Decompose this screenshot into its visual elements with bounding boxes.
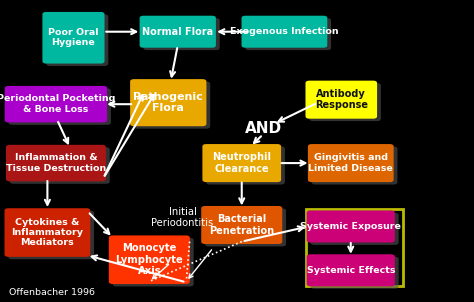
Text: Bacterial
Penetration: Bacterial Penetration: [209, 214, 274, 236]
FancyBboxPatch shape: [6, 145, 106, 181]
FancyBboxPatch shape: [42, 12, 104, 64]
FancyBboxPatch shape: [46, 14, 108, 66]
Text: Initial
Periodontitis: Initial Periodontitis: [151, 207, 214, 228]
FancyBboxPatch shape: [201, 206, 282, 244]
FancyBboxPatch shape: [134, 82, 210, 129]
Text: Monocyte
Lymphocyte
Axis: Monocyte Lymphocyte Axis: [116, 243, 183, 276]
Text: AND: AND: [245, 121, 282, 136]
FancyBboxPatch shape: [205, 208, 286, 246]
Text: Pathogenic
Flora: Pathogenic Flora: [133, 92, 203, 114]
FancyBboxPatch shape: [246, 18, 331, 50]
Text: Exogenous Infection: Exogenous Infection: [230, 27, 339, 36]
FancyBboxPatch shape: [112, 238, 193, 286]
FancyBboxPatch shape: [307, 210, 395, 243]
Text: Systemic Exposure: Systemic Exposure: [301, 222, 401, 231]
FancyBboxPatch shape: [9, 88, 111, 125]
FancyBboxPatch shape: [310, 257, 399, 289]
Text: Poor Oral
Hygiene: Poor Oral Hygiene: [48, 28, 99, 47]
FancyBboxPatch shape: [5, 86, 107, 123]
Text: Inflammation &
Tissue Destruction: Inflammation & Tissue Destruction: [6, 153, 106, 173]
FancyBboxPatch shape: [202, 144, 281, 182]
Text: Systemic Effects: Systemic Effects: [307, 266, 395, 275]
FancyBboxPatch shape: [309, 83, 381, 121]
FancyBboxPatch shape: [5, 208, 90, 257]
Text: Neutrophil
Clearance: Neutrophil Clearance: [212, 152, 271, 174]
FancyBboxPatch shape: [109, 236, 190, 284]
Text: Normal Flora: Normal Flora: [142, 27, 213, 37]
FancyBboxPatch shape: [8, 211, 94, 259]
FancyBboxPatch shape: [139, 16, 216, 48]
Text: Antibody
Response: Antibody Response: [315, 89, 368, 111]
FancyBboxPatch shape: [206, 146, 285, 185]
FancyBboxPatch shape: [308, 144, 393, 182]
FancyBboxPatch shape: [143, 18, 219, 50]
Text: Periodontal Pocketing
& Bone Loss: Periodontal Pocketing & Bone Loss: [0, 95, 115, 114]
FancyBboxPatch shape: [9, 147, 110, 184]
Text: Offenbacher 1996: Offenbacher 1996: [9, 288, 95, 297]
FancyBboxPatch shape: [310, 213, 399, 245]
FancyBboxPatch shape: [311, 146, 397, 185]
Text: Gingivitis and
Limited Disease: Gingivitis and Limited Disease: [309, 153, 393, 173]
FancyBboxPatch shape: [130, 79, 206, 126]
FancyBboxPatch shape: [307, 254, 395, 286]
Text: Cytokines &
Inflammatory
Mediators: Cytokines & Inflammatory Mediators: [11, 218, 83, 247]
FancyBboxPatch shape: [241, 16, 327, 48]
FancyBboxPatch shape: [305, 81, 377, 119]
